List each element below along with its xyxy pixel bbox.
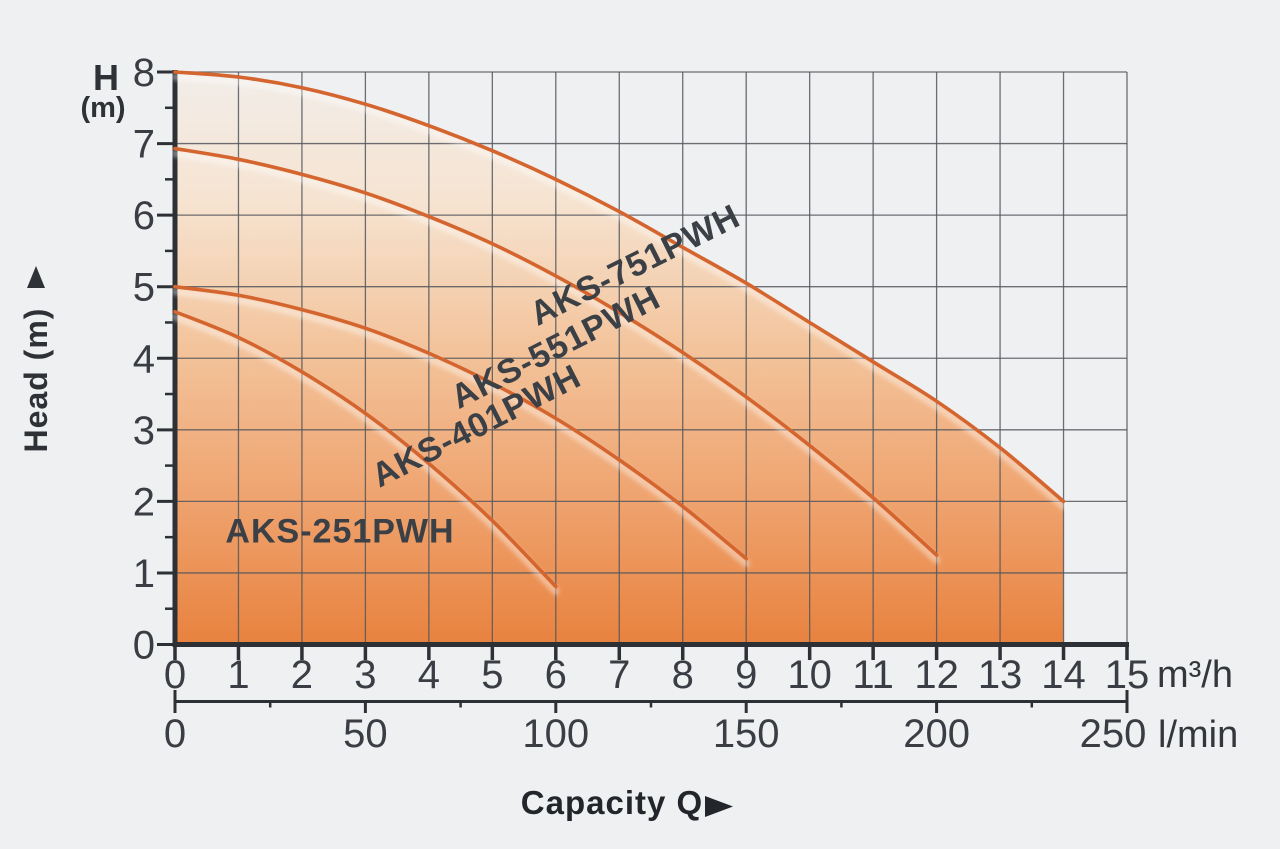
x-axis-primary-unit: m³/h bbox=[1157, 654, 1233, 696]
x-axis-title: Capacity Q bbox=[521, 784, 703, 821]
curve-glow-aks-401pwh bbox=[171, 288, 750, 568]
y-tick-label-8: 8 bbox=[133, 51, 155, 95]
curve-aks-751pwh bbox=[173, 70, 1066, 504]
curve-label-aks-251pwh: AKS-251PWH bbox=[225, 512, 454, 550]
curve-aks-251pwh bbox=[173, 309, 558, 589]
y-axis-corner-label-m: (m) bbox=[80, 92, 125, 124]
x-tick-label-1: 1 bbox=[227, 653, 249, 697]
secondary-tick-label-200: 200 bbox=[903, 712, 970, 756]
secondary-tick-label-0: 0 bbox=[164, 712, 186, 756]
x-tick-label-8: 8 bbox=[672, 653, 694, 697]
y-tick-label-5: 5 bbox=[133, 266, 155, 310]
curve-aks-551pwh bbox=[173, 146, 939, 557]
x-tick-label-0: 0 bbox=[164, 653, 186, 697]
secondary-tick-label-50: 50 bbox=[343, 712, 388, 756]
y-tick-label-4: 4 bbox=[133, 337, 155, 381]
y-tick-label-2: 2 bbox=[133, 480, 155, 524]
y-tick-label-1: 1 bbox=[133, 552, 155, 596]
right-arrow-icon bbox=[705, 796, 733, 817]
x-tick-label-11: 11 bbox=[852, 653, 894, 697]
x-tick-label-13: 13 bbox=[978, 653, 1023, 697]
curve-glow-aks-751pwh bbox=[171, 73, 1068, 510]
y-tick-label-6: 6 bbox=[133, 194, 155, 238]
y-axis-title: Head (m) bbox=[18, 308, 54, 453]
x-tick-label-3: 3 bbox=[354, 653, 376, 697]
x-tick-label-9: 9 bbox=[735, 653, 757, 697]
y-axis-corner-label-h: H bbox=[93, 57, 119, 98]
curve-glow-aks-551pwh bbox=[171, 150, 941, 564]
x-tick-label-6: 6 bbox=[545, 653, 567, 697]
x-tick-label-10: 10 bbox=[787, 653, 832, 697]
secondary-tick-label-150: 150 bbox=[713, 712, 780, 756]
curve-glow-aks-251pwh bbox=[171, 313, 560, 596]
x-tick-label-14: 14 bbox=[1041, 653, 1086, 697]
x-tick-label-7: 7 bbox=[608, 653, 630, 697]
x-tick-label-2: 2 bbox=[291, 653, 313, 697]
x-axis-secondary-unit: l/min bbox=[1158, 714, 1238, 756]
y-tick-label-0: 0 bbox=[133, 624, 155, 668]
x-tick-label-12: 12 bbox=[914, 653, 959, 697]
up-arrow-icon bbox=[27, 266, 45, 288]
secondary-tick-label-250: 250 bbox=[1080, 712, 1147, 756]
x-tick-label-4: 4 bbox=[418, 653, 440, 697]
curve-aks-401pwh bbox=[173, 284, 748, 561]
secondary-tick-label-100: 100 bbox=[522, 712, 589, 756]
y-tick-label-7: 7 bbox=[133, 123, 155, 167]
x-tick-label-5: 5 bbox=[481, 653, 503, 697]
y-tick-label-3: 3 bbox=[133, 409, 155, 453]
x-tick-label-15: 15 bbox=[1105, 653, 1150, 697]
